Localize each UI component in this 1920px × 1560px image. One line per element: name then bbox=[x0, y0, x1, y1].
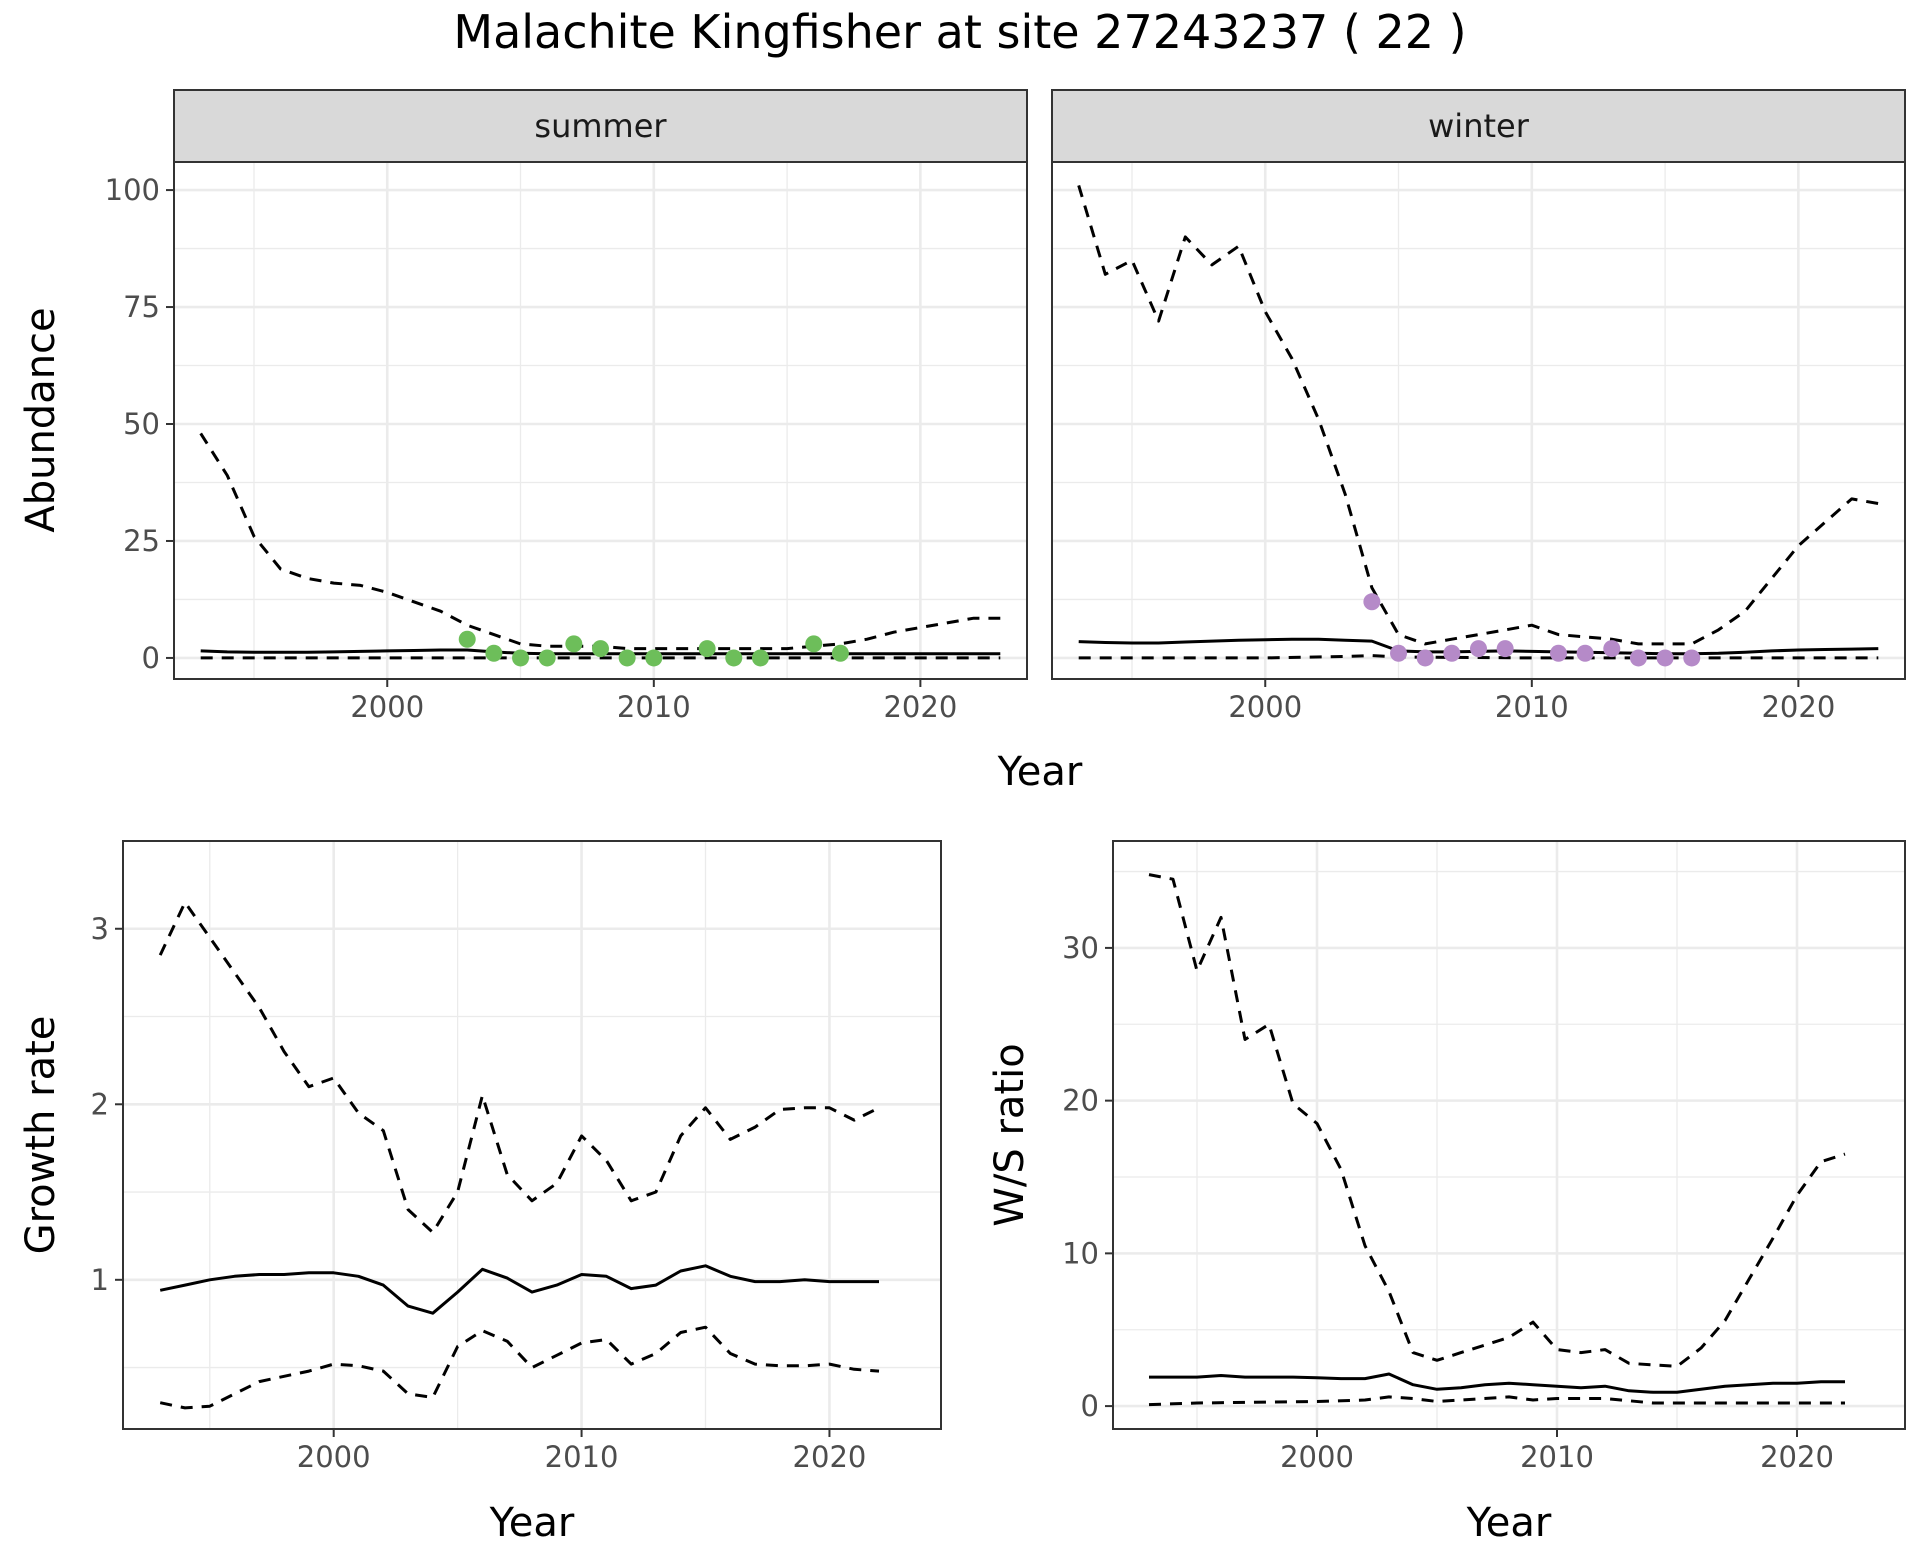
panel-border bbox=[122, 840, 942, 1430]
upper-line bbox=[1148, 873, 1846, 1368]
growth-rate-axis-title: Growth rate bbox=[18, 1016, 64, 1255]
winter-observed-point bbox=[1603, 640, 1621, 658]
y-tick-label: 20 bbox=[1062, 1084, 1099, 1118]
summer-observed-point bbox=[592, 640, 609, 658]
upper-line bbox=[158, 900, 880, 1234]
x-tick-label: 2000 bbox=[350, 690, 424, 724]
winter-strip-label: winter bbox=[1428, 107, 1530, 145]
x-tick-label: 2000 bbox=[1280, 1440, 1354, 1474]
panel-border bbox=[1051, 161, 1906, 680]
abundance-axis-title: Abundance bbox=[18, 307, 64, 532]
y-tick-label: 25 bbox=[123, 524, 160, 558]
y-tick-label: 1 bbox=[91, 1263, 109, 1297]
ws-ratio-axis-title: W/S ratio bbox=[987, 1043, 1033, 1226]
lower-line bbox=[1148, 1395, 1845, 1407]
top-x-axis-title: Year bbox=[997, 749, 1083, 795]
winter-strip bbox=[1051, 89, 1906, 163]
summer-observed-point bbox=[645, 649, 663, 667]
y-tick-label: 30 bbox=[1062, 931, 1099, 965]
summer-observed-point bbox=[458, 630, 476, 648]
summer-observed-point bbox=[698, 640, 716, 658]
y-tick-label: 10 bbox=[1062, 1236, 1099, 1270]
x-tick-label: 2020 bbox=[793, 1440, 867, 1474]
x-tick-label: 2010 bbox=[1495, 690, 1569, 724]
y-tick-label: 50 bbox=[123, 407, 160, 441]
gridlines bbox=[1113, 841, 1905, 1429]
panel-background bbox=[1113, 841, 1905, 1429]
x-tick-label: 2010 bbox=[1520, 1440, 1594, 1474]
summer-observed-point bbox=[485, 644, 503, 662]
summer-observed-point bbox=[831, 644, 849, 662]
x-tick-label: 2010 bbox=[617, 690, 691, 724]
summer-observed-point bbox=[538, 649, 556, 667]
ws-ratio-panel: W/S ratio Year 2000 2010 2020 0 10 20 30 bbox=[987, 840, 1906, 1546]
winter-observed-point bbox=[1496, 640, 1514, 658]
summer-strip-label: summer bbox=[534, 107, 667, 145]
y-tick-label: 2 bbox=[91, 1087, 109, 1121]
winter-panel: 2000 2010 2020 winter bbox=[1051, 89, 1906, 724]
y-tick-label: 75 bbox=[123, 290, 160, 324]
growth-rate-panel: Growth rate Year 2000 2010 2020 1 2 3 bbox=[18, 840, 942, 1546]
x-tick-label: 2020 bbox=[1760, 1440, 1834, 1474]
winter-observed-point bbox=[1683, 649, 1701, 667]
mean-line bbox=[1149, 1372, 1845, 1394]
lower-line bbox=[1078, 654, 1879, 660]
winter-observed-point bbox=[1363, 593, 1381, 611]
ws-ratio-x-axis-title: Year bbox=[1466, 1500, 1552, 1546]
summer-strip bbox=[173, 89, 1028, 163]
y-tick-label: 3 bbox=[91, 912, 109, 946]
x-tick-label: 2020 bbox=[883, 690, 957, 724]
panel-border bbox=[1112, 840, 1906, 1430]
winter-observed-point bbox=[1576, 644, 1594, 662]
x-tick-label: 2000 bbox=[297, 1440, 371, 1474]
panel-background bbox=[174, 162, 1027, 679]
y-tick-label: 0 bbox=[1081, 1389, 1099, 1423]
y-tick-label: 100 bbox=[105, 173, 160, 207]
winter-observed-point bbox=[1470, 640, 1487, 658]
panel-background bbox=[1052, 162, 1905, 679]
winter-observed-point bbox=[1629, 649, 1647, 667]
lower-line bbox=[159, 1325, 880, 1410]
summer-observed-point bbox=[805, 635, 823, 653]
summer-observed-point bbox=[565, 635, 583, 653]
summer-panel: Abundance 2000 2010 2020 0 25 50 75 100 summer bbox=[18, 89, 1028, 724]
summer-observed-point bbox=[618, 649, 636, 667]
winter-observed-point bbox=[1390, 644, 1408, 662]
gridlines bbox=[174, 162, 1027, 679]
x-tick-label: 2020 bbox=[1761, 690, 1835, 724]
x-tick-label: 2010 bbox=[545, 1440, 619, 1474]
y-tick-label: 0 bbox=[142, 641, 160, 675]
panel-border bbox=[173, 161, 1028, 680]
upper-line bbox=[1077, 184, 1879, 646]
mean-line bbox=[159, 1264, 879, 1315]
summer-observed-point bbox=[751, 649, 769, 667]
winter-observed-point bbox=[1416, 649, 1434, 667]
x-tick-label: 2000 bbox=[1228, 690, 1302, 724]
growth-rate-x-axis-title: Year bbox=[489, 1500, 575, 1546]
winter-observed-point bbox=[1549, 644, 1567, 662]
summer-observed-point bbox=[725, 649, 743, 667]
summer-observed-point bbox=[512, 649, 530, 667]
chart-title: Malachite Kingfisher at site 27243237 ( … bbox=[453, 5, 1466, 59]
panel-background bbox=[123, 841, 941, 1429]
winter-observed-point bbox=[1656, 649, 1674, 667]
winter-observed-point bbox=[1443, 644, 1461, 662]
